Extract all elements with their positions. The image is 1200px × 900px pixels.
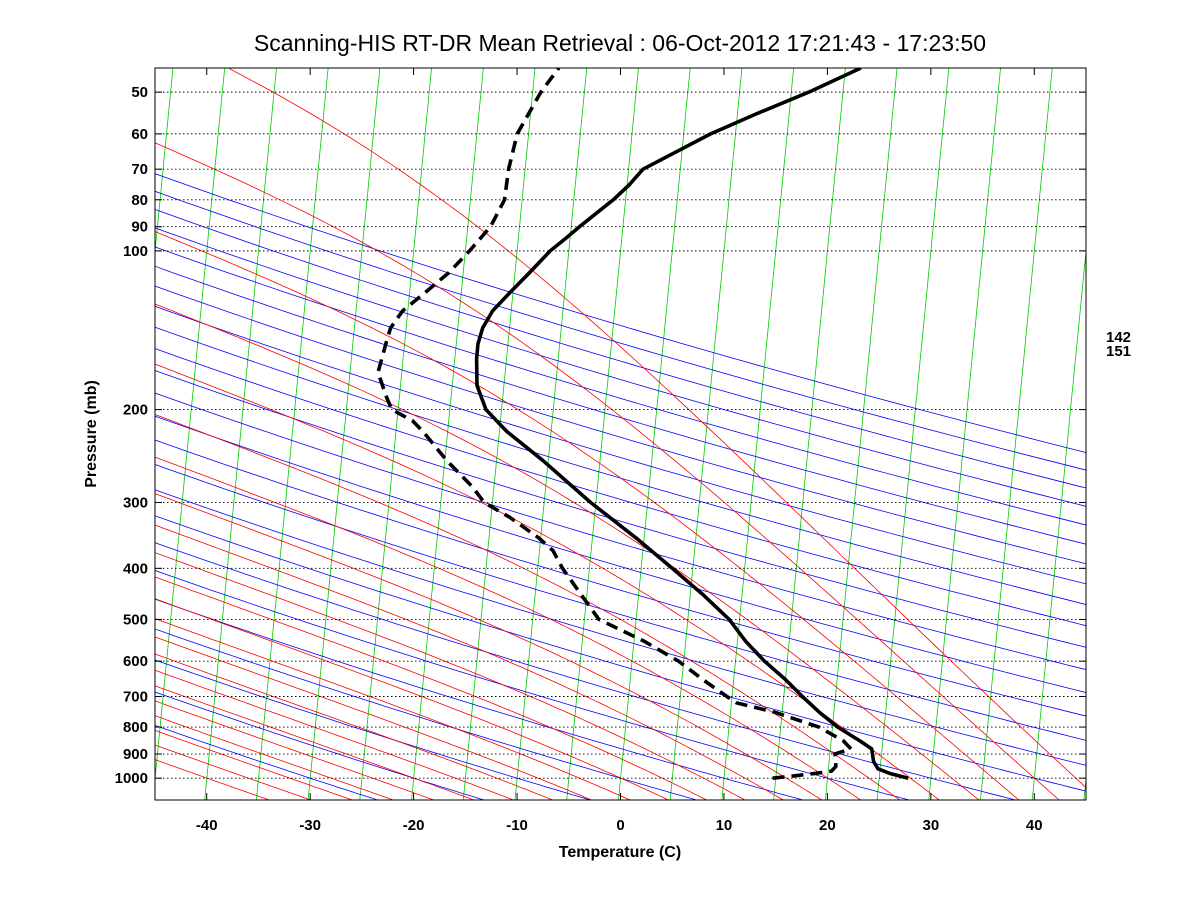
moist-adiabat-line [155,700,434,800]
moist-adiabat-line [155,493,823,800]
side-label-2: 151 [1106,343,1131,360]
x-tick-label: -30 [299,817,321,834]
isotherm-line [204,68,277,800]
moist-adiabat-line [227,68,1086,789]
moist-adiabat-line [155,303,980,800]
moist-adiabat-line [155,729,353,800]
moist-adiabat-line [155,685,475,800]
side-label-1: 142 [1106,329,1131,346]
dry-adiabat-line [155,464,1086,741]
dewpoint-profile-line [376,68,853,780]
moist-adiabat-line [155,414,901,800]
moist-adiabat-line [155,552,746,800]
isotherm-line [566,68,639,800]
temperature-profile-line [474,68,909,780]
y-tick-label: 700 [123,688,148,705]
isotherm-line [773,68,846,800]
dry-adiabat-line [155,515,1086,792]
moist-adiabat-line [155,576,707,800]
dry-adiabat-line [155,570,910,800]
dry-adiabat-line [155,542,1016,800]
isotherm-line [980,68,1053,800]
x-tick-label: 40 [1026,817,1043,834]
x-tick-label: -40 [196,817,218,834]
x-tick-label: 10 [716,817,733,834]
moist-adiabat-line [155,363,940,800]
y-tick-label: 1000 [115,770,148,787]
y-tick-label: 100 [123,243,148,260]
moist-adiabat-line [155,669,514,800]
dry-adiabat-line [155,691,485,800]
isobar-grid [155,91,1086,779]
isotherm-line [514,68,588,800]
moist-adiabat-line [155,653,553,800]
y-tick-label: 90 [131,219,148,236]
moist-adiabat-line [155,598,669,800]
dry-adiabat-line [155,209,1086,489]
isotherm-line [411,68,484,800]
dry-adiabat-line [155,173,1086,453]
isotherm-line [928,68,1001,800]
profile-series [376,68,909,780]
chart-title: Scanning-HIS RT-DR Mean Retrieval : 06-O… [254,30,986,56]
y-tick-label: 200 [123,402,148,419]
y-tick-label: 300 [123,494,148,511]
y-tick-label: 600 [123,653,148,670]
dry-adiabat-line [155,326,1086,605]
x-tick-label: -10 [506,817,528,834]
y-tick-label: 800 [123,719,148,736]
dry-adiabat-line [155,628,697,800]
background-lines [155,68,1086,800]
dry-adiabat-line [155,246,1086,526]
moist-adiabat-line [155,142,1060,800]
y-tick-label: 500 [123,611,148,628]
x-tick-label: 20 [819,817,836,834]
moist-adiabat-line [155,618,631,800]
dry-adiabat-line [155,285,1086,565]
dry-adiabat-line [155,190,1086,471]
moist-adiabat-line [155,231,1020,800]
dry-adiabat-line [155,598,803,800]
moist-adiabat-line [155,456,861,800]
y-tick-label: 400 [123,560,148,577]
dry-adiabat-line [155,348,1086,627]
moist-adiabat-line [155,759,270,800]
isotherm-line [256,68,329,800]
dry-adiabat-line [155,439,1086,717]
y-tick-label: 900 [123,746,148,763]
dry-adiabat-line [155,265,1086,545]
x-axis-ticks: -40 -30 -20 -10 0 10 20 30 40 [196,68,1043,834]
y-tick-label: 50 [131,84,148,101]
dry-adiabat-line [155,227,1086,507]
dry-adiabat-line [155,724,378,800]
dry-adiabat-line [155,392,1086,671]
y-tick-label: 70 [131,161,148,178]
isotherm-line [307,68,381,800]
isotherm-line [1031,247,1086,800]
x-tick-label: 0 [616,817,624,834]
moist-adiabat-line [155,744,312,800]
moist-adiabat-line [155,636,592,800]
y-tick-label: 60 [131,126,148,143]
x-axis-label: Temperature (C) [559,844,681,861]
y-axis-label: Pressure (mb) [83,380,100,488]
isotherm-line [721,68,795,800]
y-axis-ticks: 50 60 70 80 90 100 200 300 400 500 600 700 800 900 100… [115,84,1086,787]
y-tick-label: 80 [131,192,148,209]
dry-adiabat-line [155,659,591,800]
moist-adiabat-line [155,715,394,800]
dry-adiabat-line [155,370,1086,648]
dry-adiabat-line [155,415,1086,693]
x-tick-label: -20 [403,817,425,834]
isotherm-line [669,68,743,800]
moist-adiabat-line [155,524,784,800]
isotherm-line [876,68,950,800]
dry-adiabat-line [155,489,1086,766]
x-tick-label: 30 [922,817,939,834]
dry-adiabat-line [155,305,1086,585]
